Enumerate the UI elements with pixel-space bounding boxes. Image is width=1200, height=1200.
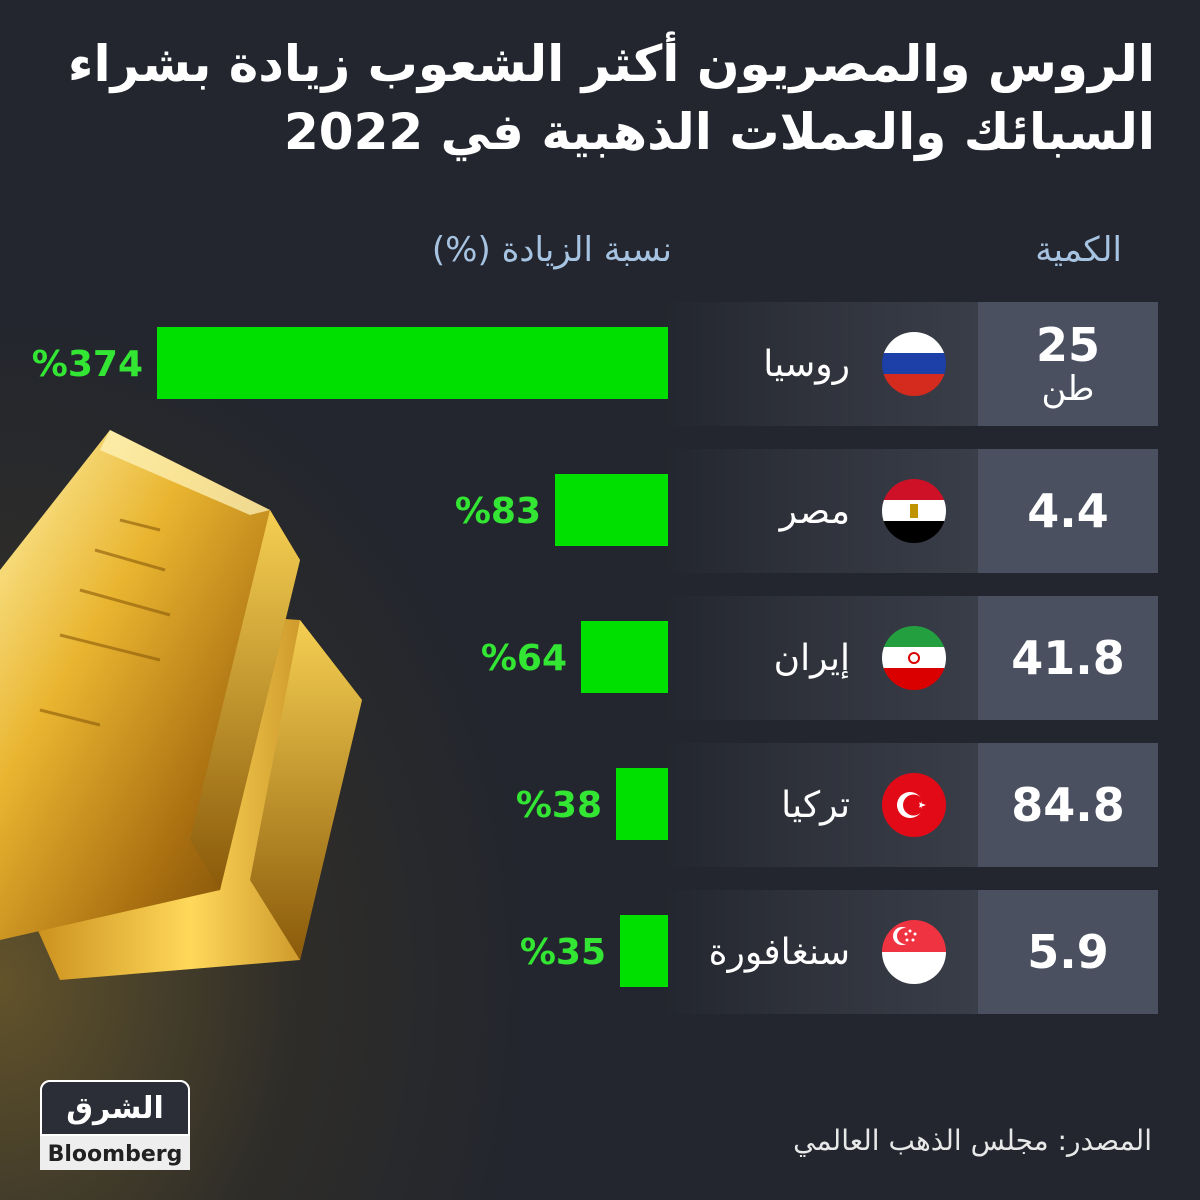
quantity-value: 5.9 xyxy=(1027,925,1109,979)
egypt-flag-icon xyxy=(882,479,946,543)
increase-header: نسبة الزيادة (%) xyxy=(431,230,672,270)
table-row: 4.4 مصر %83 xyxy=(0,449,1200,573)
source-note: المصدر: مجلس الذهب العالمي xyxy=(793,1124,1152,1157)
quantity-cell: 25 طن xyxy=(978,302,1158,426)
russia-flag-icon xyxy=(882,332,946,396)
bar xyxy=(157,327,668,399)
bar xyxy=(581,621,668,693)
quantity-cell: 5.9 xyxy=(978,890,1158,1014)
bar-data-label: %38 xyxy=(515,784,602,826)
quantity-value: 4.4 xyxy=(1027,484,1109,538)
quantity-value: 41.8 xyxy=(1011,631,1125,685)
singapore-flag-icon xyxy=(882,920,946,984)
quantity-cell: 84.8 xyxy=(978,743,1158,867)
gold-bar-engraving xyxy=(39,518,171,727)
country-label: سنغافورة xyxy=(708,931,850,973)
logo-english: Bloomberg xyxy=(47,1141,183,1167)
bar-data-label: %83 xyxy=(454,490,541,532)
turkey-flag-icon xyxy=(882,773,946,837)
table-row: 25 طن روسيا %374 xyxy=(0,302,1200,426)
page-title: الروس والمصريون أكثر الشعوب زيادة بشراء … xyxy=(67,35,1155,161)
country-label: إيران xyxy=(773,637,850,679)
bar xyxy=(616,768,668,840)
asharq-bloomberg-logo: الشرق Bloomberg xyxy=(40,1080,190,1170)
country-label: تركيا xyxy=(781,784,850,826)
country-label: روسيا xyxy=(763,343,850,385)
iran-flag-icon xyxy=(882,626,946,690)
quantity-value: 84.8 xyxy=(1011,778,1125,832)
quantity-cell: 41.8 xyxy=(978,596,1158,720)
bar-data-label: %374 xyxy=(31,343,143,385)
quantity-header: الكمية xyxy=(1035,230,1122,270)
quantity-value: 25 xyxy=(1035,318,1100,372)
gold-bars-illustration xyxy=(0,430,362,980)
bar-data-label: %35 xyxy=(519,931,606,973)
country-label: مصر xyxy=(779,490,850,532)
bar xyxy=(555,474,668,546)
logo-arabic: الشرق xyxy=(40,1080,190,1136)
bar-data-label: %64 xyxy=(480,637,567,679)
table-row: 5.9 سنغافورة %35 xyxy=(0,890,1200,1014)
table-row: 84.8 تركيا %38 xyxy=(0,743,1200,867)
quantity-cell: 4.4 xyxy=(978,449,1158,573)
bar xyxy=(620,915,668,987)
quantity-unit: طن xyxy=(1041,369,1095,409)
table-row: 41.8 إيران %64 xyxy=(0,596,1200,720)
